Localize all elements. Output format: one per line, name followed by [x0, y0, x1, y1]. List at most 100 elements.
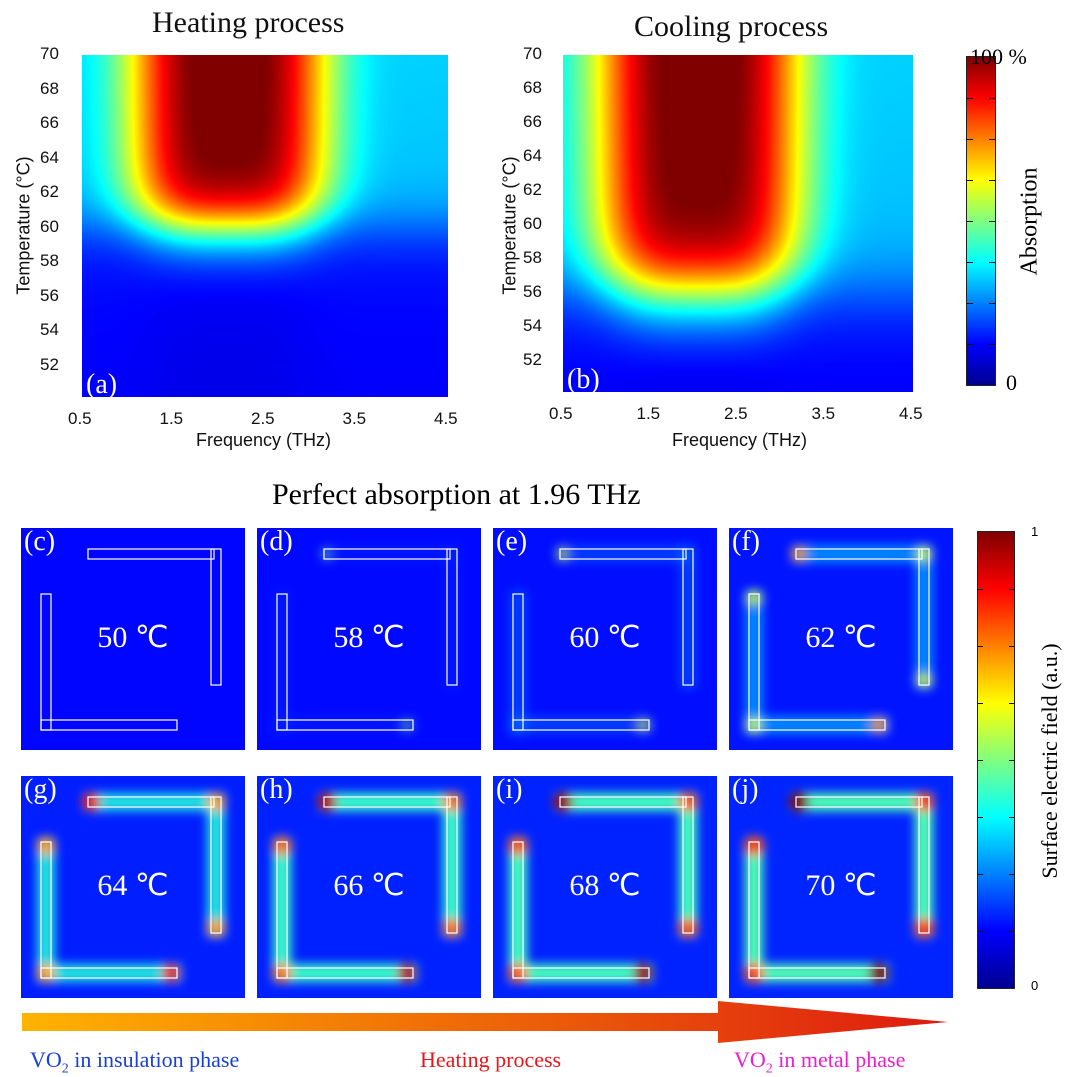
resonator-bar-outline — [276, 719, 414, 731]
resonator-bar-outline — [323, 796, 451, 808]
resonator-bar-outline — [276, 967, 414, 979]
absorption-colorbar-label: Absorption — [1017, 152, 1044, 292]
field-panel-letter: (d) — [260, 526, 293, 557]
resonator-bar-outline — [446, 548, 458, 686]
chart-a-ylabel-text: Temperature (°C) — [13, 156, 34, 295]
colorbar-tick — [989, 303, 995, 304]
y-tick-label: 66 — [523, 112, 542, 132]
field-map-svg — [257, 528, 481, 750]
x-tick-label: 2.5 — [251, 409, 275, 428]
colorbar-tick — [989, 180, 995, 181]
field-map-svg — [729, 528, 953, 750]
field-panel-letter: (j) — [732, 774, 759, 805]
colorbar-tick — [978, 760, 983, 761]
field-panel-temperature: 58 ℃ — [333, 621, 405, 654]
colorbar-tick — [1009, 817, 1014, 818]
resonator-bar-outline — [795, 548, 923, 560]
resonator-bar-outline — [210, 796, 222, 934]
panel-letter-b: (b) — [567, 364, 600, 395]
resonator-bar-outline — [87, 796, 215, 808]
metal-phase-label: VO2 in metal phase — [734, 1047, 905, 1077]
field-map-svg — [493, 776, 717, 998]
field-panel-letter: (f) — [732, 526, 760, 557]
y-tick-label: 62 — [523, 180, 542, 200]
field-map-panel: (f) 62 ℃ — [729, 526, 953, 750]
colorbar-tick — [1009, 646, 1014, 647]
field-panel-temperature: 64 ℃ — [97, 869, 169, 902]
colorbar-tick — [978, 931, 983, 932]
field-colorbar-max: 1 — [1031, 524, 1039, 539]
field-colorbar-min: 0 — [1031, 978, 1039, 993]
y-tick-label: 70 — [523, 44, 542, 63]
colorbar-tick — [978, 817, 983, 818]
colorbar-tick — [989, 98, 995, 99]
x-tick-label: 4.5 — [434, 409, 458, 428]
metal-prefix: VO — [734, 1047, 766, 1072]
y-tick-label: 62 — [40, 182, 59, 202]
y-tick-label: 64 — [40, 147, 59, 167]
x-tick-label: 1.5 — [159, 409, 184, 428]
y-tick-label: 70 — [40, 44, 59, 63]
colorbar-tick — [989, 344, 995, 345]
colorbar-tick — [967, 344, 973, 345]
colorbar-tick — [978, 589, 983, 590]
x-tick-label: 0.5 — [68, 409, 92, 428]
y-tick-label: 52 — [40, 354, 59, 374]
x-tick-label: 1.5 — [636, 404, 661, 423]
field-background — [21, 528, 245, 750]
resonator-bar-outline — [795, 796, 923, 808]
colorbar-tick — [1009, 703, 1014, 704]
field-panel-letter: (i) — [496, 774, 523, 805]
colorbar-tick — [967, 180, 973, 181]
y-tick-label: 60 — [523, 214, 542, 234]
chart-b-title: Cooling process — [634, 10, 829, 43]
resonator-bar-outline — [748, 967, 886, 979]
x-tick-label: 0.5 — [549, 404, 573, 423]
resonator-bar-outline — [446, 796, 458, 934]
resonator-bar-outline — [323, 548, 451, 560]
colorbar-tick — [978, 874, 983, 875]
resonator-bar-outline — [512, 967, 650, 979]
resonator-bar-outline — [918, 548, 930, 686]
colorbar-tick — [967, 262, 973, 263]
heatmap-a: (a) — [82, 55, 448, 400]
field-map-svg — [21, 528, 245, 750]
colorbar-tick — [967, 139, 973, 140]
field-map-panel: (d) 58 ℃ — [257, 526, 481, 750]
x-tick-label: 3.5 — [811, 404, 836, 423]
field-panel-temperature: 66 ℃ — [333, 869, 405, 902]
colorbar-tick — [1009, 931, 1014, 932]
field-panel-letter: (h) — [260, 774, 293, 805]
field-panel-temperature: 50 ℃ — [97, 621, 169, 654]
colorbar-tick — [1009, 589, 1014, 590]
field-map-svg — [493, 528, 717, 750]
resonator-bar-outline — [682, 548, 694, 686]
resonator-bar-outline — [87, 548, 215, 560]
heatmap-a-canvas — [82, 55, 448, 397]
y-tick-label: 54 — [40, 320, 59, 340]
chart-a-title: Heating process — [152, 6, 345, 39]
absorption-colorbar-max: 100 % — [970, 44, 1027, 69]
colorbar-tick — [967, 303, 973, 304]
field-map-panel: (j) 70 ℃ — [729, 774, 953, 998]
colorbar-tick — [989, 262, 995, 263]
chart-b-ylabel: Temperature (°C) — [500, 136, 521, 316]
colorbar-tick — [1009, 760, 1014, 761]
field-panel-letter: (g) — [24, 774, 57, 805]
field-map-svg — [257, 776, 481, 998]
field-colorbar-label: Surface electric field (a.u.) — [1037, 631, 1063, 891]
insulation-suffix: in insulation phase — [68, 1047, 240, 1072]
field-map-panel: (g) 64 ℃ — [21, 774, 245, 998]
y-tick-label: 58 — [40, 251, 59, 271]
y-tick-label: 68 — [40, 78, 59, 98]
y-tick-label: 60 — [40, 216, 59, 236]
absorption-colorbar-min: 0 — [1006, 370, 1017, 395]
y-tick-label: 64 — [523, 146, 542, 166]
field-panel-temperature: 62 ℃ — [805, 621, 877, 654]
heatmap-b-canvas — [563, 55, 913, 392]
resonator-bar-outline — [918, 796, 930, 934]
chart-b-ylabel-text: Temperature (°C) — [499, 156, 520, 295]
metal-sub: 2 — [765, 1061, 773, 1077]
resonator-bar-outline — [210, 548, 222, 686]
x-tick-label: 3.5 — [342, 409, 367, 428]
